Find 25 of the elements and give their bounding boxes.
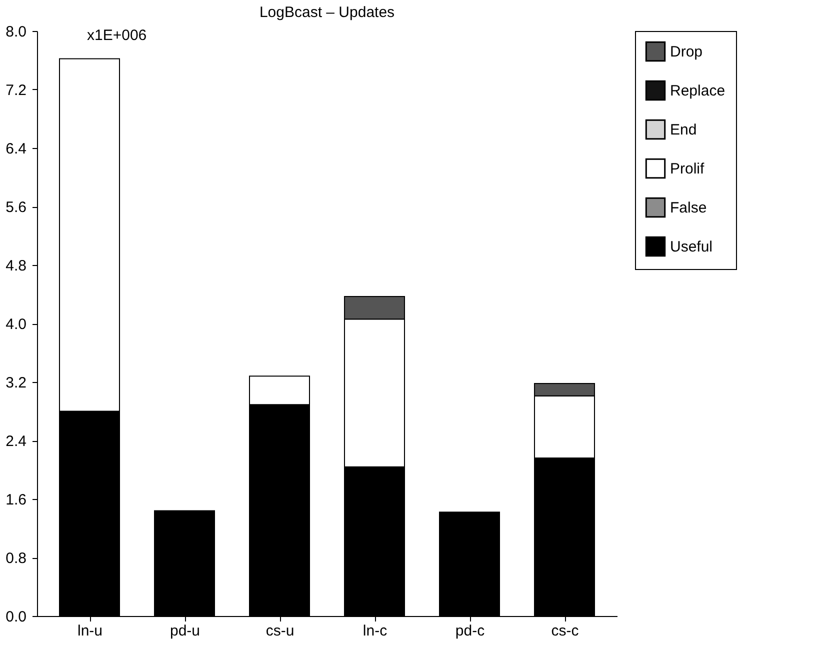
legend-label: False <box>670 200 707 216</box>
y-tick-label: 0.0 <box>6 608 26 626</box>
y-tick-label: 2.4 <box>6 433 26 450</box>
legend-label: Replace <box>670 82 726 100</box>
legend-label: Drop <box>670 44 703 60</box>
chart-title: LogBcast – Updates <box>259 4 395 21</box>
y-tick-label: 1.6 <box>6 492 26 508</box>
y-tick-label: 6.4 <box>6 140 26 158</box>
y-tick-label: 3.2 <box>6 374 26 392</box>
x-tick-label: ln-u <box>77 622 103 640</box>
annotation: x1E+006 <box>87 27 147 44</box>
legend-label: Useful <box>670 238 713 256</box>
x-tick-label: cs-c <box>551 622 580 640</box>
y-tick-label: 5.6 <box>6 199 26 216</box>
x-tick-label: pd-u <box>170 622 200 640</box>
y-tick-label: 0.8 <box>6 550 26 567</box>
y-tick-label: 4.0 <box>6 316 26 333</box>
y-tick-label: 7.2 <box>6 82 26 99</box>
legend-label: End <box>670 122 697 138</box>
legend-label: Prolif <box>670 160 706 178</box>
x-tick-label: cs-u <box>266 622 294 640</box>
x-tick-label: ln-c <box>362 622 388 640</box>
y-tick-label: 8.0 <box>6 24 26 40</box>
x-tick-label: pd-c <box>455 622 486 640</box>
y-tick-label: 4.8 <box>6 258 26 274</box>
